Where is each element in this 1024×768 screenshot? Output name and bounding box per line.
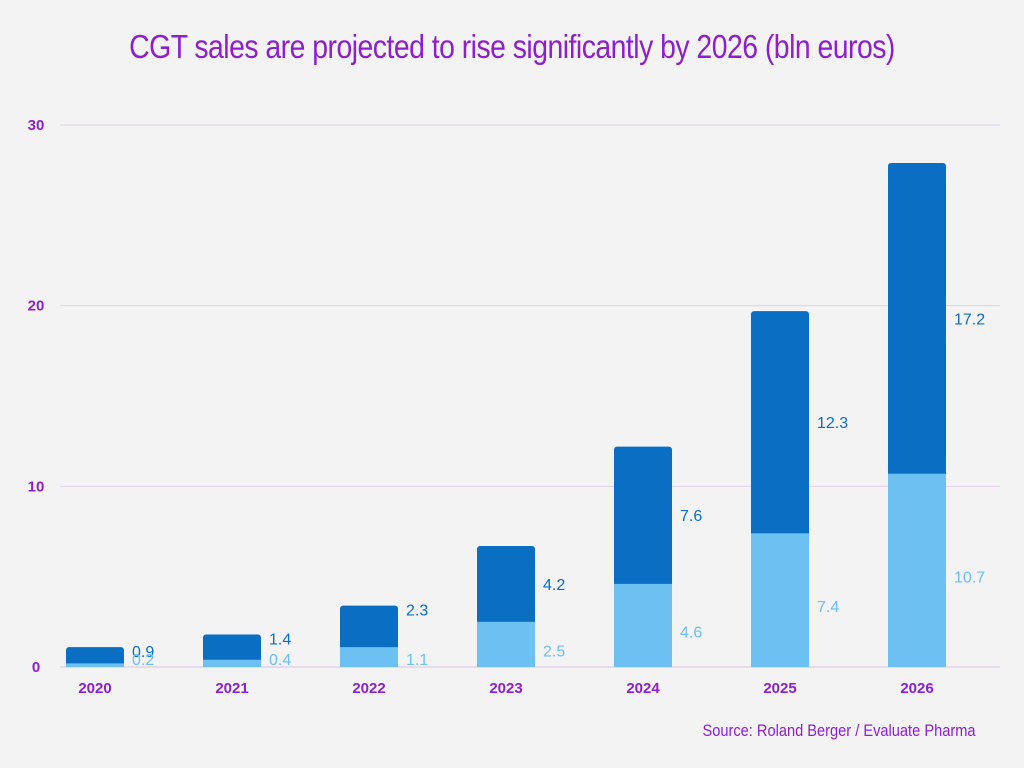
y-tick-label: 20 (28, 298, 45, 315)
data-label-upper: 2.3 (406, 603, 428, 620)
bar-segment-lower (888, 473, 946, 667)
x-axis-ticks: 2020 2021 2022 2023 2024 2025 2026 (78, 680, 933, 697)
x-tick-label: 2026 (900, 680, 933, 697)
bar-segment-lower (66, 663, 124, 667)
bar-segment-lower (340, 647, 398, 667)
data-label-lower: 0.2 (132, 652, 154, 669)
bar-segment-lower (203, 659, 261, 667)
data-label-upper: 17.2 (954, 311, 985, 328)
x-tick-label: 2022 (352, 680, 385, 697)
x-tick-label: 2024 (626, 680, 660, 697)
bar-segment-upper (203, 634, 261, 667)
x-tick-label: 2023 (489, 680, 522, 697)
data-label-lower: 0.4 (269, 652, 291, 669)
bar-segment-lower (751, 533, 809, 667)
data-label-lower: 7.4 (817, 599, 839, 616)
y-axis-ticks: 0 10 20 30 (28, 117, 45, 676)
y-tick-label: 10 (28, 478, 45, 495)
y-tick-label: 30 (28, 117, 45, 134)
chart-title: CGT sales are projected to rise signific… (129, 28, 895, 65)
data-label-lower: 2.5 (543, 643, 565, 660)
bars (66, 162, 946, 667)
data-label-lower: 10.7 (954, 569, 985, 586)
bar-segment-lower (614, 583, 672, 667)
data-label-upper: 12.3 (817, 415, 848, 432)
source-note: Source: Roland Berger / Evaluate Pharma (702, 721, 976, 740)
data-label-upper: 7.6 (680, 508, 702, 525)
data-label-upper: 1.4 (269, 631, 291, 648)
x-tick-label: 2020 (78, 680, 111, 697)
bar-segment-lower (477, 621, 535, 667)
data-label-upper: 4.2 (543, 577, 565, 594)
bar-segment-upper (66, 647, 124, 667)
y-tick-label: 0 (32, 659, 40, 676)
data-label-lower: 1.1 (406, 652, 428, 669)
data-label-upper: 0.9 (132, 644, 154, 661)
data-label-lower: 4.6 (680, 624, 702, 641)
x-tick-label: 2025 (763, 680, 796, 697)
x-tick-label: 2021 (215, 680, 248, 697)
data-labels: 0.90.2 1.4 0.4 2.3 1.1 4.2 2.5 7.6 4.6 12.3 7.4 17.… (132, 311, 985, 669)
